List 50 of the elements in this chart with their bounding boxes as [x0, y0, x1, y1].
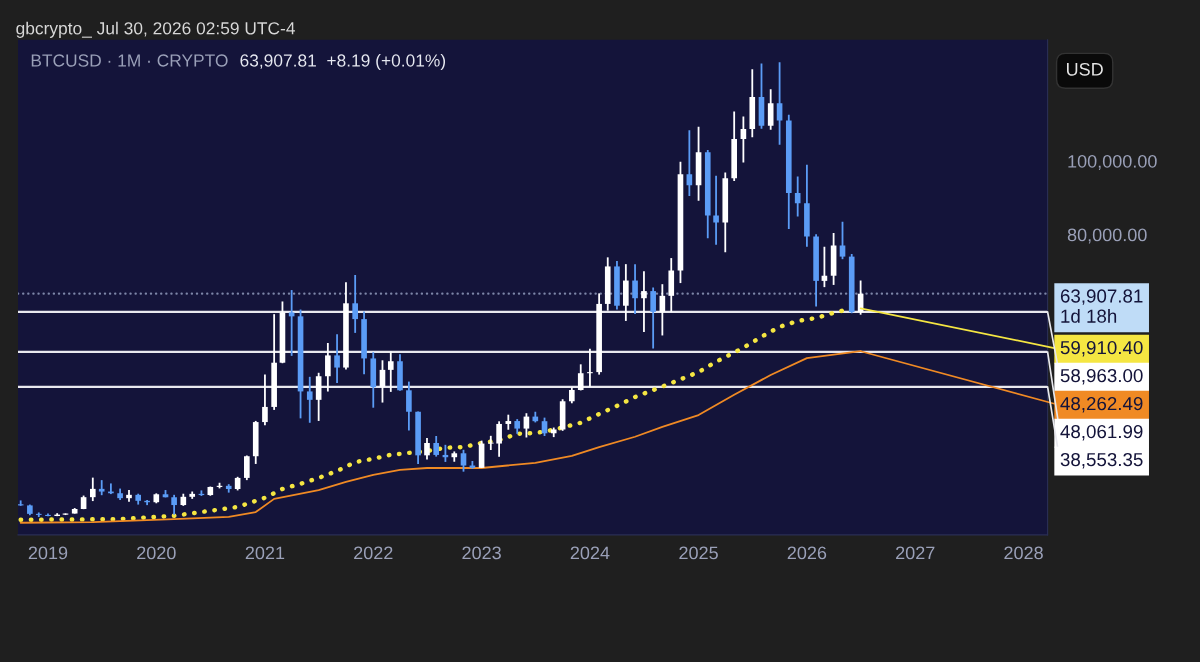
x-tick-label: 2019: [28, 546, 68, 560]
candlestick: [424, 437, 430, 461]
candlestick: [406, 380, 412, 432]
candlestick: [776, 61, 783, 146]
candlestick: [352, 274, 358, 334]
text: BTCUSD · 1M · CRYPTO: [31, 54, 228, 67]
candlestick: [306, 375, 313, 424]
candlestick: [487, 434, 494, 451]
x-tick-label: 2026: [787, 546, 827, 560]
candlestick: [460, 448, 467, 473]
candlestick: [315, 371, 322, 422]
ref-line-label: 38,553.35: [1060, 452, 1143, 469]
x-tick-label: 2023: [462, 546, 501, 560]
candlestick: [433, 435, 440, 458]
candlestick: [262, 373, 268, 427]
x-tick-label: 2028: [1004, 546, 1043, 560]
candlestick: [334, 333, 340, 384]
candlestick: [171, 493, 177, 516]
y-tick-label: 80,000.00: [1067, 228, 1147, 244]
candlestick: [650, 286, 656, 350]
line-series: [18, 308, 845, 523]
text: gbcrypto_ Jul 30, 2026 02:59 UTC-4: [16, 21, 295, 38]
annotation: 59,910.40: [1060, 340, 1143, 357]
text: 63,907.81 +8.19 (+0.01%): [240, 53, 446, 71]
candlestick: [577, 363, 584, 392]
candlestick: [632, 263, 638, 315]
candlestick: [244, 454, 250, 482]
candlestick: [767, 88, 774, 131]
candlestick: [89, 476, 96, 502]
candlestick: [496, 420, 502, 458]
ref-line-label: 48,061.99: [1060, 424, 1143, 441]
x-tick-label: 2021: [245, 546, 285, 560]
x-tick-label: 2024: [570, 546, 610, 560]
candlestick: [325, 342, 331, 393]
candlestick: [713, 174, 719, 246]
candlestick: [587, 347, 593, 388]
ref-line-label: 58,963.00: [1060, 368, 1143, 385]
candlestick: [35, 511, 42, 518]
candlestick: [794, 175, 801, 218]
text: USD: [1066, 62, 1103, 76]
ref-line-label: 63,907.81 1d 18h: [1060, 289, 1143, 323]
candlestick: [288, 289, 295, 357]
x-tick-label: 2027: [896, 546, 935, 560]
y-tick-label: 100,000.00: [1068, 154, 1157, 170]
x-tick-label: 2020: [137, 546, 176, 560]
annotation: 48,262.49: [1060, 396, 1143, 413]
candlestick: [387, 350, 394, 393]
x-tick-label: 2025: [679, 546, 718, 560]
candlestick: [641, 270, 647, 333]
x-tick-label: 2022: [354, 546, 393, 560]
